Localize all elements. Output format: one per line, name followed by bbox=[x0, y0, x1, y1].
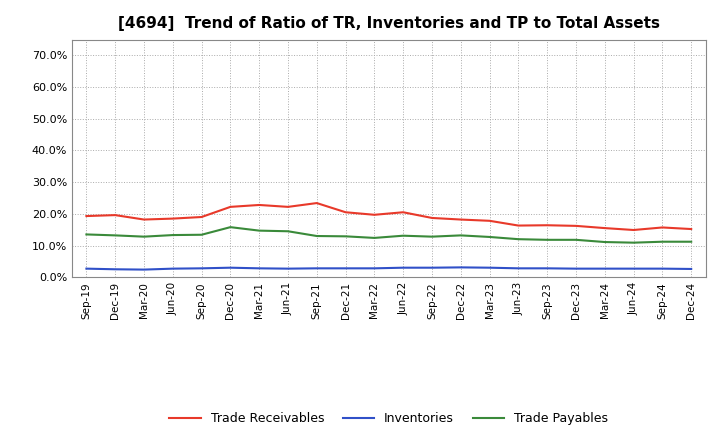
Trade Payables bbox=[687, 239, 696, 244]
Trade Receivables bbox=[399, 209, 408, 215]
Trade Payables bbox=[514, 237, 523, 242]
Trade Receivables bbox=[312, 201, 321, 206]
Trade Receivables bbox=[543, 223, 552, 228]
Trade Receivables bbox=[284, 204, 292, 209]
Trade Payables bbox=[111, 233, 120, 238]
Inventories bbox=[514, 266, 523, 271]
Inventories bbox=[111, 267, 120, 272]
Line: Trade Receivables: Trade Receivables bbox=[86, 203, 691, 230]
Inventories bbox=[226, 265, 235, 270]
Inventories bbox=[341, 266, 350, 271]
Trade Payables bbox=[312, 233, 321, 238]
Trade Receivables bbox=[140, 217, 148, 222]
Inventories bbox=[255, 266, 264, 271]
Inventories bbox=[370, 266, 379, 271]
Trade Payables bbox=[572, 237, 580, 242]
Inventories bbox=[629, 266, 638, 271]
Trade Receivables bbox=[111, 213, 120, 218]
Inventories bbox=[284, 266, 292, 271]
Inventories bbox=[312, 266, 321, 271]
Trade Payables bbox=[629, 240, 638, 246]
Trade Receivables bbox=[341, 209, 350, 215]
Trade Payables bbox=[658, 239, 667, 244]
Inventories bbox=[658, 266, 667, 271]
Trade Payables bbox=[600, 239, 609, 245]
Trade Payables bbox=[456, 233, 465, 238]
Inventories bbox=[82, 266, 91, 271]
Inventories bbox=[687, 266, 696, 271]
Trade Payables bbox=[284, 229, 292, 234]
Trade Receivables bbox=[629, 227, 638, 233]
Inventories bbox=[428, 265, 436, 270]
Trade Receivables bbox=[255, 202, 264, 208]
Inventories bbox=[572, 266, 580, 271]
Trade Payables bbox=[428, 234, 436, 239]
Trade Payables bbox=[226, 224, 235, 230]
Trade Receivables bbox=[82, 213, 91, 219]
Trade Receivables bbox=[197, 214, 206, 220]
Inventories bbox=[168, 266, 177, 271]
Trade Receivables bbox=[687, 227, 696, 232]
Trade Receivables bbox=[456, 217, 465, 222]
Inventories bbox=[543, 266, 552, 271]
Trade Receivables bbox=[514, 223, 523, 228]
Trade Payables bbox=[168, 232, 177, 238]
Trade Payables bbox=[82, 232, 91, 237]
Trade Payables bbox=[543, 237, 552, 242]
Inventories bbox=[140, 267, 148, 272]
Trade Receivables bbox=[226, 204, 235, 209]
Trade Payables bbox=[370, 235, 379, 241]
Inventories bbox=[399, 265, 408, 270]
Inventories bbox=[197, 266, 206, 271]
Trade Payables bbox=[485, 235, 494, 240]
Trade Receivables bbox=[428, 215, 436, 220]
Trade Payables bbox=[140, 234, 148, 239]
Trade Receivables bbox=[600, 225, 609, 231]
Title: [4694]  Trend of Ratio of TR, Inventories and TP to Total Assets: [4694] Trend of Ratio of TR, Inventories… bbox=[118, 16, 660, 32]
Trade Receivables bbox=[658, 225, 667, 230]
Line: Inventories: Inventories bbox=[86, 268, 691, 270]
Inventories bbox=[456, 265, 465, 270]
Inventories bbox=[600, 266, 609, 271]
Trade Payables bbox=[399, 233, 408, 238]
Trade Receivables bbox=[572, 223, 580, 228]
Inventories bbox=[485, 265, 494, 270]
Trade Receivables bbox=[370, 212, 379, 217]
Line: Trade Payables: Trade Payables bbox=[86, 227, 691, 243]
Trade Payables bbox=[341, 234, 350, 239]
Trade Payables bbox=[255, 228, 264, 233]
Trade Receivables bbox=[485, 218, 494, 224]
Trade Receivables bbox=[168, 216, 177, 221]
Trade Payables bbox=[197, 232, 206, 238]
Legend: Trade Receivables, Inventories, Trade Payables: Trade Receivables, Inventories, Trade Pa… bbox=[164, 407, 613, 430]
